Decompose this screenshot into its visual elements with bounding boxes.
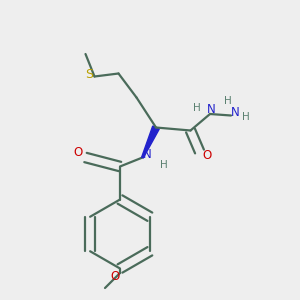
Text: H: H (224, 95, 232, 106)
Text: O: O (74, 146, 82, 160)
Text: N: N (231, 106, 240, 119)
Text: H: H (160, 160, 167, 170)
Text: H: H (193, 103, 200, 113)
Text: O: O (110, 269, 119, 283)
Text: N: N (207, 103, 216, 116)
Text: H: H (242, 112, 250, 122)
Polygon shape (142, 126, 159, 158)
Text: N: N (142, 148, 152, 161)
Text: O: O (202, 148, 211, 162)
Text: S: S (85, 68, 93, 82)
